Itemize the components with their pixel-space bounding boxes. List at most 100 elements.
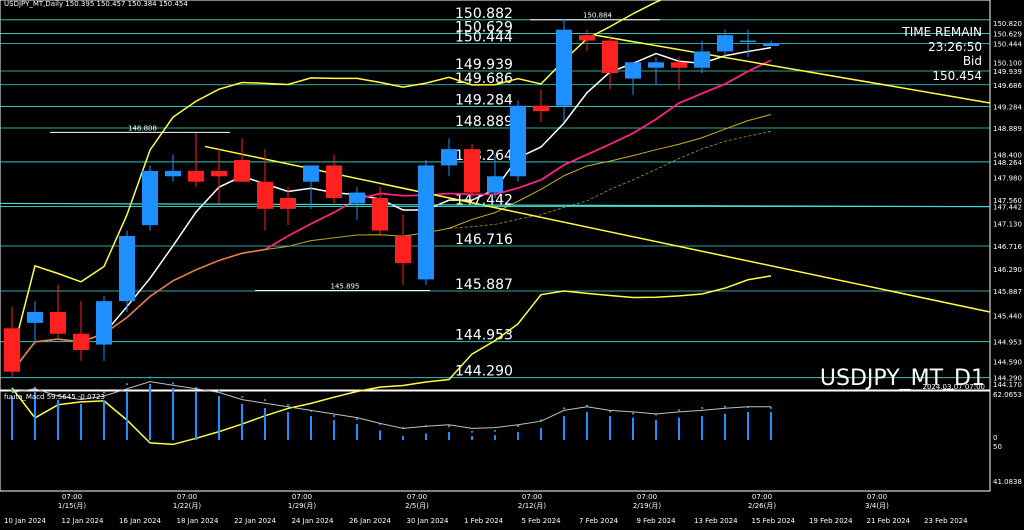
bid-value: 150.454 (932, 69, 982, 83)
candle-body (349, 192, 365, 204)
macd-bar (701, 416, 703, 440)
date-tick-label: 19 Feb 2024 (809, 517, 853, 525)
date-tick-label: 12 Jan 2024 (62, 517, 105, 525)
candle-body (303, 165, 319, 182)
macd-bar (724, 413, 726, 440)
candle-body (441, 149, 457, 166)
level-label: 146.716 (455, 232, 513, 248)
level-label: 145.887 (455, 277, 513, 293)
week-time-label: 07:00 (407, 493, 427, 501)
price-tick-label: 149.284 (993, 104, 1022, 112)
week-date-label: 2/19(月) (633, 502, 661, 510)
date-axis: 10 Jan 2024 12 Jan 2024 16 Jan 2024 18 Jan … (4, 493, 968, 525)
macd-signal-dot (264, 399, 266, 402)
candle-body (740, 40, 756, 43)
macd-signal-dot (632, 412, 634, 415)
time-remain-value: 23:26:50 (928, 40, 982, 54)
macd-signal-dot (218, 389, 220, 392)
macd-signal-dot (241, 395, 243, 398)
watermark-date: 2024.03.07 07:00 (923, 383, 985, 391)
candle-body (418, 165, 434, 280)
time-remain-label: TIME REMAIN (901, 25, 982, 39)
level-label: 150.629 (455, 20, 513, 36)
macd-bar (149, 384, 151, 440)
candle-body (579, 35, 595, 41)
macd-signal-dot (609, 410, 611, 413)
macd-signal-line (11, 381, 771, 429)
date-tick-label: 16 Jan 2024 (119, 517, 162, 525)
macd-bar (540, 428, 542, 440)
level-label: 144.953 (455, 328, 513, 344)
macd-histogram: 62.0653 050 41.0838 (11, 376, 1022, 486)
date-tick-label: 23 Feb 2024 (924, 517, 968, 525)
macd-bar (494, 435, 496, 440)
candlesticks (4, 18, 779, 378)
chart-header: USDJPY_MT,Daily 150.395 150.457 150.384 … (4, 0, 188, 8)
price-tick-label: 150.820 (993, 20, 1022, 28)
candle-body (211, 170, 227, 177)
week-date-label: 2/26(月) (748, 502, 776, 510)
date-tick-label: 26 Jan 2024 (349, 517, 392, 525)
price-tick-label: 147.442 (993, 204, 1022, 212)
week-time-label: 07:00 (177, 493, 197, 501)
level-label: 148.889 (455, 114, 513, 130)
macd-bar (402, 436, 404, 440)
macd-bar (287, 412, 289, 440)
macd-bar (770, 412, 772, 440)
price-tick-label: 144.953 (993, 339, 1022, 347)
macd-signal-dot (494, 429, 496, 432)
level-label: 149.284 (455, 93, 513, 109)
week-time-label: 07:00 (62, 493, 82, 501)
candle-body (257, 181, 273, 209)
macd-bar (11, 396, 13, 440)
macd-bar (655, 420, 657, 440)
candle-body (165, 170, 181, 177)
macd-signal-dot (471, 430, 473, 433)
bid-label: Bid (963, 54, 982, 68)
level-label: 150.882 (455, 6, 513, 22)
macd-signal-dot (34, 386, 36, 389)
candle-body (625, 62, 641, 79)
price-tick-label: 145.440 (993, 312, 1022, 320)
candle-body (671, 62, 687, 68)
macd-signal-dot (149, 376, 151, 379)
macd-bar (678, 417, 680, 440)
price-tick-label: 150.444 (993, 41, 1022, 49)
date-tick-label: 24 Jan 2024 (292, 517, 335, 525)
week-time-label: 07:00 (752, 493, 772, 501)
macd-bar (172, 388, 174, 440)
macd-signal-dot (103, 391, 105, 394)
trendline (594, 34, 991, 104)
week-date-label: 2/12(月) (518, 502, 546, 510)
macd-tick-label: 0 (993, 434, 997, 442)
week-time-label: 07:00 (637, 493, 657, 501)
price-tick-label: 144.290 (993, 375, 1022, 383)
macd-signal-dot (80, 397, 82, 400)
macd-bar (747, 412, 749, 440)
price-tick-label: 147.980 (993, 174, 1022, 182)
price-tick-label: 148.889 (993, 125, 1022, 133)
level-label: 148.264 (455, 148, 513, 164)
candle-body (717, 35, 733, 52)
candle-body (326, 165, 342, 198)
macd-bar (379, 430, 381, 440)
candle-body (234, 160, 250, 182)
candle-body (372, 198, 388, 231)
date-tick-label: 18 Jan 2024 (177, 517, 220, 525)
macd-signal-dot (333, 414, 335, 417)
date-tick-label: 7 Feb 2024 (579, 517, 619, 525)
macd-bar (333, 420, 335, 440)
ma-line (11, 275, 772, 446)
macd-signal-dot (11, 389, 13, 391)
candle-body (142, 170, 158, 226)
date-tick-label: 9 Feb 2024 (637, 517, 677, 525)
ma-line (11, 0, 664, 356)
price-tick-label: 144.170 (993, 381, 1022, 389)
macd-bar (103, 400, 105, 440)
price-tick-label: 150.100 (993, 59, 1022, 67)
week-time-label: 07:00 (292, 493, 312, 501)
date-tick-label: 5 Feb 2024 (522, 517, 562, 525)
